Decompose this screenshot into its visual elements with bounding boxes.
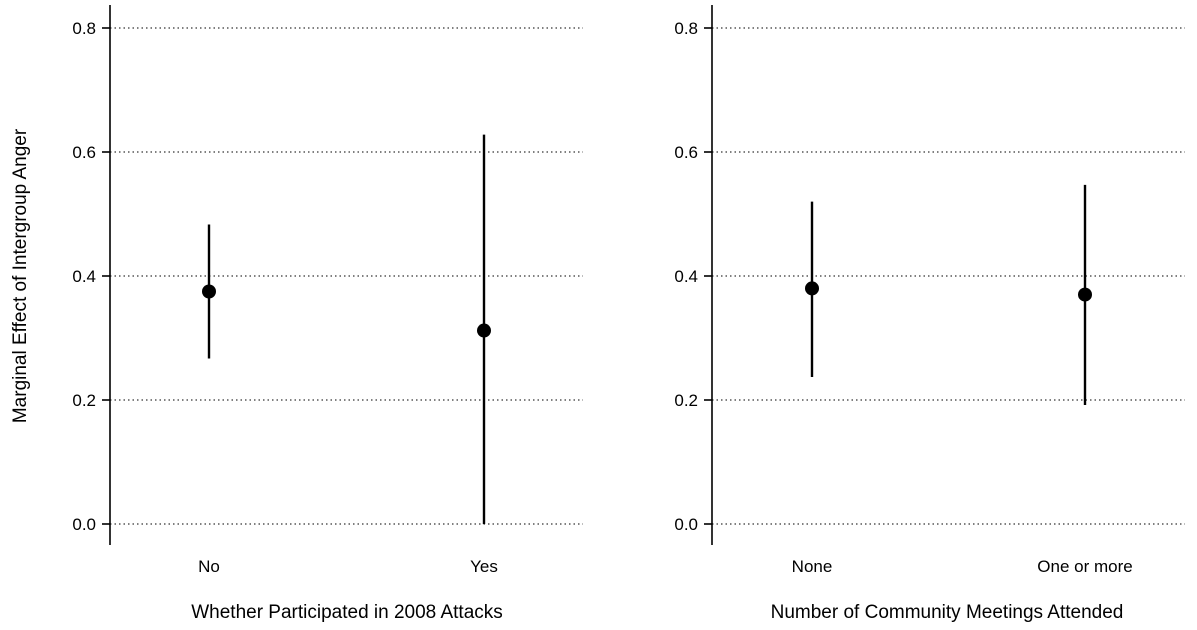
y-tick-label: 0.2 xyxy=(72,391,96,410)
point-estimate xyxy=(1078,287,1092,302)
category-label: No xyxy=(198,557,220,576)
x-axis-title: Whether Participated in 2008 Attacks xyxy=(191,602,503,623)
point-estimate xyxy=(805,281,819,296)
y-tick-label: 0.4 xyxy=(72,267,96,286)
category-label: None xyxy=(792,557,833,576)
y-tick-label: 0.8 xyxy=(72,19,96,38)
point-estimate xyxy=(202,284,216,299)
x-axis-title: Number of Community Meetings Attended xyxy=(771,602,1124,623)
category-label: One or more xyxy=(1037,557,1132,576)
y-tick-label: 0.6 xyxy=(674,143,698,162)
y-tick-label: 0.2 xyxy=(674,391,698,410)
y-tick-label: 0.0 xyxy=(674,515,698,534)
y-tick-label: 0.8 xyxy=(674,19,698,38)
y-tick-label: 0.0 xyxy=(72,515,96,534)
point-estimate xyxy=(477,323,491,338)
category-label: Yes xyxy=(470,557,498,576)
y-axis-title: Marginal Effect of Intergroup Anger xyxy=(10,128,31,423)
y-tick-label: 0.6 xyxy=(72,143,96,162)
y-tick-label: 0.4 xyxy=(674,267,698,286)
